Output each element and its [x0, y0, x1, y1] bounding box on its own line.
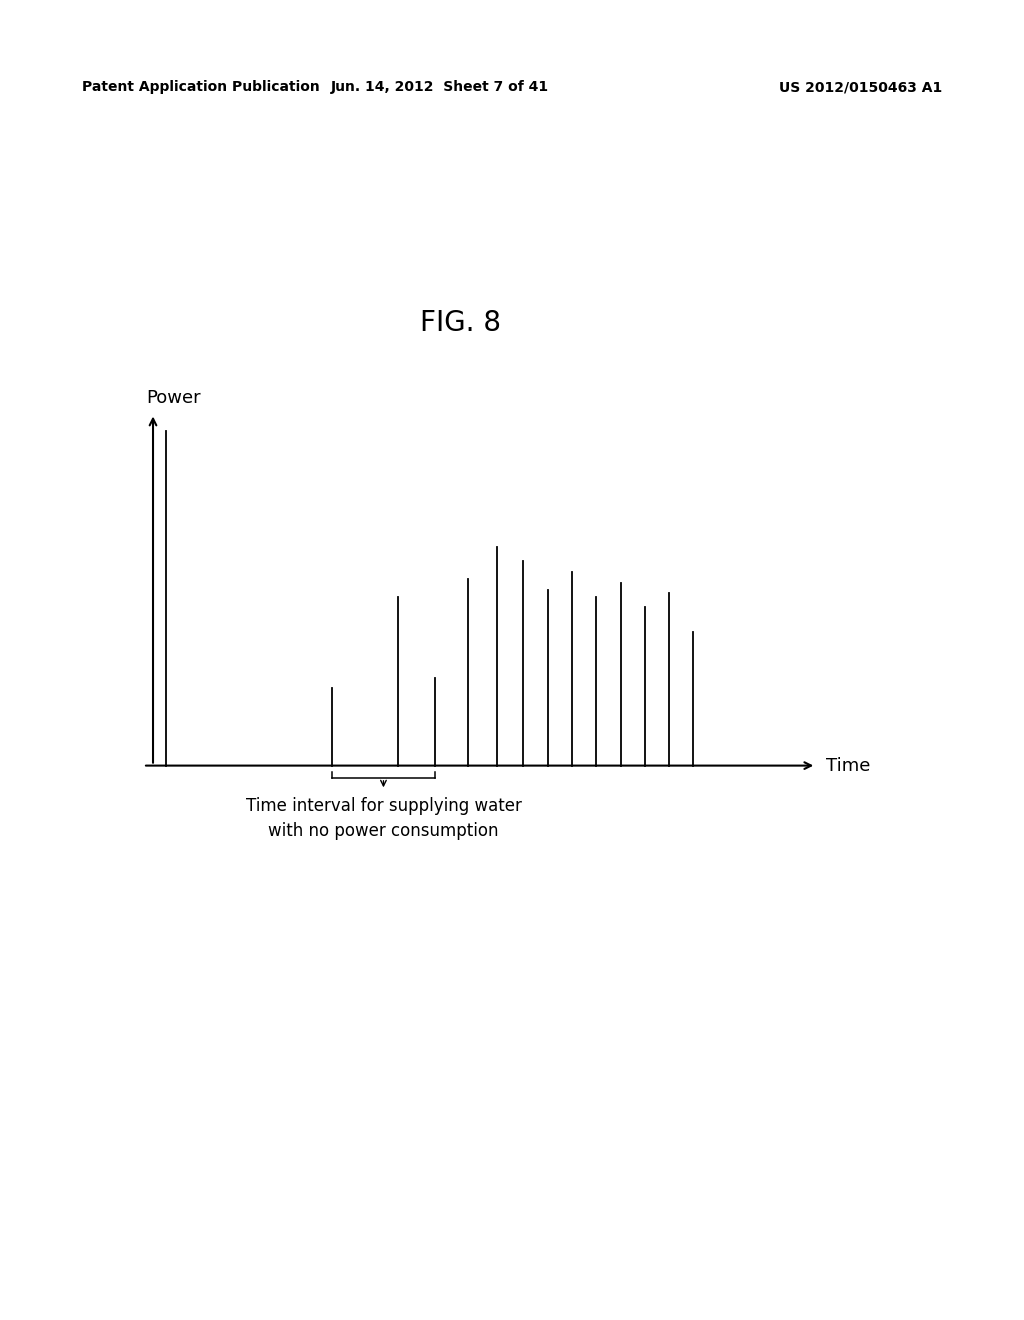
Text: Time: Time [826, 756, 870, 775]
Text: Jun. 14, 2012  Sheet 7 of 41: Jun. 14, 2012 Sheet 7 of 41 [331, 81, 550, 94]
Text: FIG. 8: FIG. 8 [420, 309, 502, 338]
Text: Power: Power [146, 388, 201, 407]
Text: US 2012/0150463 A1: US 2012/0150463 A1 [779, 81, 942, 94]
Text: Time interval for supplying water
with no power consumption: Time interval for supplying water with n… [246, 797, 521, 841]
Text: Patent Application Publication: Patent Application Publication [82, 81, 319, 94]
